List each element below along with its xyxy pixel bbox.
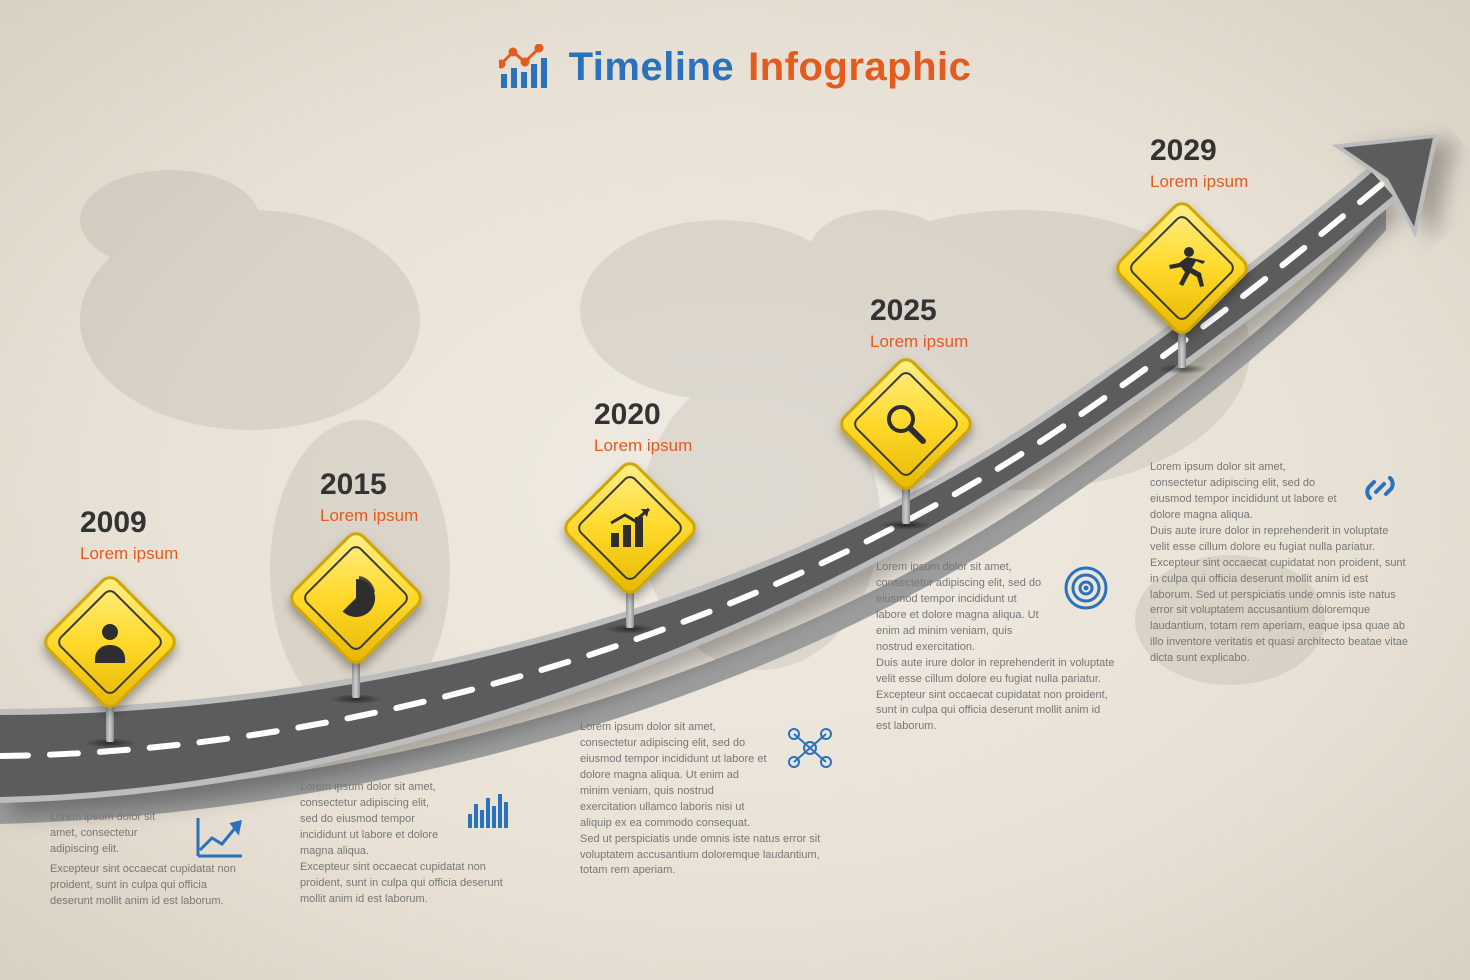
desc-2020: Lorem ipsum dolor sit amet, consectetur …: [580, 720, 840, 879]
sign-2009: [50, 592, 170, 752]
year-2015: 2015: [320, 470, 418, 500]
desc-2015: Lorem ipsum dolor sit amet, consectetur …: [300, 780, 520, 908]
desc-2020-p1: Lorem ipsum dolor sit amet, consectetur …: [580, 720, 768, 832]
milestone-2029-label: 2029 Lorem ipsum: [1150, 136, 1248, 192]
growth-chart-icon: [570, 478, 690, 578]
bar-chart-icon: [460, 780, 520, 860]
subtitle-2020: Lorem ipsum: [594, 436, 692, 456]
link-icon: [1350, 460, 1410, 524]
line-chart-icon: [190, 810, 250, 862]
desc-2025-p1: Lorem ipsum dolor sit amet, consectetur …: [876, 560, 1044, 656]
milestone-2025-label: 2025 Lorem ipsum: [870, 296, 968, 352]
desc-2025-p2: Duis aute irure dolor in reprehenderit i…: [876, 656, 1116, 736]
pie-chart-icon: [296, 548, 416, 648]
sign-2020: [570, 478, 690, 638]
network-icon: [780, 720, 840, 832]
milestone-2020-label: 2020 Lorem ipsum: [594, 400, 692, 456]
target-icon: [1056, 560, 1116, 656]
year-2029: 2029: [1150, 136, 1248, 166]
title-word-2: Infographic: [748, 45, 971, 90]
magnify-icon: [846, 374, 966, 474]
milestone-2015-label: 2015 Lorem ipsum: [320, 470, 418, 526]
year-2020: 2020: [594, 400, 692, 430]
subtitle-2009: Lorem ipsum: [80, 544, 178, 564]
desc-2009-p2: Excepteur sint occaecat cupidatat non pr…: [50, 862, 250, 910]
desc-2029-p1: Lorem ipsum dolor sit amet, consectetur …: [1150, 460, 1338, 524]
person-icon: [50, 592, 170, 692]
desc-2015-p1: Lorem ipsum dolor sit amet, consectetur …: [300, 780, 448, 860]
desc-2009-p1: Lorem ipsum dolor sit amet, consectetur …: [50, 810, 178, 862]
sign-2015: [296, 548, 416, 708]
desc-2029-p2: Duis aute irure dolor in reprehenderit i…: [1150, 524, 1410, 667]
runner-icon: [1122, 218, 1242, 318]
desc-2025: Lorem ipsum dolor sit amet, consectetur …: [876, 560, 1116, 735]
desc-2015-p2: Excepteur sint occaecat cupidatat non pr…: [300, 860, 520, 908]
page-title: Timeline Infographic: [0, 44, 1470, 95]
sign-2029: [1122, 218, 1242, 378]
chart-logo-icon: [499, 44, 555, 90]
desc-2009: Lorem ipsum dolor sit amet, consectetur …: [50, 810, 250, 910]
year-2009: 2009: [80, 508, 178, 538]
title-word-1: Timeline: [569, 45, 735, 90]
milestone-2009-label: 2009 Lorem ipsum: [80, 508, 178, 564]
subtitle-2025: Lorem ipsum: [870, 332, 968, 352]
year-2025: 2025: [870, 296, 968, 326]
subtitle-2015: Lorem ipsum: [320, 506, 418, 526]
desc-2029: Lorem ipsum dolor sit amet, consectetur …: [1150, 460, 1410, 667]
desc-2020-p2: Sed ut perspiciatis unde omnis iste natu…: [580, 832, 840, 880]
sign-2025: [846, 374, 966, 534]
subtitle-2029: Lorem ipsum: [1150, 172, 1248, 192]
